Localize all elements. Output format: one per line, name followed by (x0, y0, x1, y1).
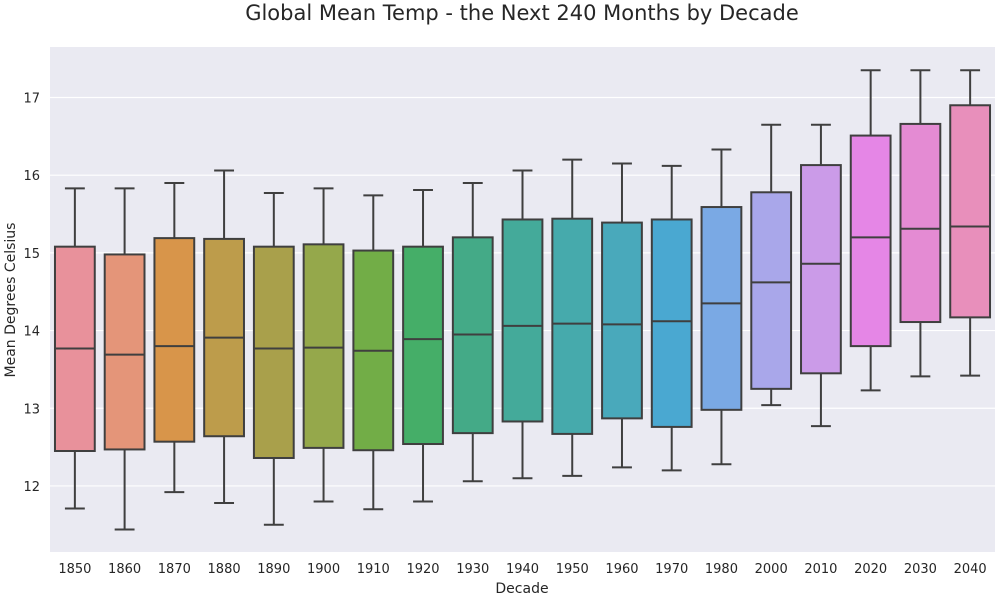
box-1900 (302, 187, 345, 503)
x-tick-label: 1960 (605, 562, 638, 577)
x-tick-label: 2010 (804, 562, 837, 577)
iqr-box (700, 206, 743, 411)
box-1850 (53, 187, 96, 510)
y-axis-label: Mean Degrees Celsius (3, 223, 19, 378)
x-tick-label: 1880 (208, 562, 241, 577)
x-tick-label: 1870 (158, 562, 191, 577)
y-tick-label: 17 (23, 92, 40, 107)
x-tick-label: 1970 (655, 562, 688, 577)
x-tick-label: 1980 (705, 562, 738, 577)
iqr-box (949, 104, 992, 319)
x-tick-label: 1900 (307, 562, 340, 577)
box-2040 (949, 69, 992, 377)
iqr-box (601, 221, 643, 420)
x-tick-label: 2020 (854, 562, 887, 577)
x-tick-label: 1930 (456, 562, 489, 577)
x-tick-label: 2000 (755, 562, 788, 577)
iqr-box (501, 218, 544, 423)
x-tick-label: 1920 (406, 562, 439, 577)
y-tick-label: 14 (23, 325, 40, 340)
box-1860 (103, 187, 146, 531)
x-axis-label: Decade (495, 581, 548, 597)
iqr-box (800, 164, 842, 375)
x-tick-label: 1940 (506, 562, 539, 577)
box-1980 (700, 148, 743, 466)
iqr-box (650, 218, 693, 428)
box-1960 (601, 162, 643, 469)
y-tick-label: 13 (23, 402, 40, 417)
iqr-box (252, 245, 295, 459)
box-1940 (501, 169, 544, 480)
iqr-box (750, 191, 793, 390)
box-2000 (750, 123, 793, 407)
x-tick-label: 1910 (357, 562, 390, 577)
iqr-box (103, 253, 146, 451)
boxes (53, 69, 992, 531)
y-tick-label: 15 (23, 247, 40, 262)
box-1890 (252, 192, 295, 526)
iqr-box (849, 134, 892, 348)
x-tick-label: 1890 (257, 562, 290, 577)
x-tick-label: 1950 (556, 562, 589, 577)
x-axis-ticks: 1850 1860 1870 1880 1890 1900 1910 1920 1930 1940… (58, 562, 986, 577)
box-2020 (849, 69, 892, 392)
y-axis-ticks: 12 13 14 15 16 17 (23, 92, 40, 495)
box-1930 (451, 181, 494, 483)
box-1920 (402, 188, 444, 503)
iqr-box (402, 245, 444, 446)
x-tick-label: 2030 (904, 562, 937, 577)
box-1950 (551, 158, 594, 477)
y-tick-label: 12 (23, 480, 40, 495)
box-1910 (352, 194, 395, 511)
x-tick-label: 1850 (58, 562, 91, 577)
box-1880 (203, 169, 245, 505)
iqr-box (153, 237, 196, 443)
box-2010 (800, 123, 842, 428)
box-2030 (899, 69, 942, 378)
iqr-box (551, 217, 594, 435)
y-tick-label: 16 (23, 169, 40, 184)
box-1870 (153, 181, 196, 494)
x-tick-label: 2040 (954, 562, 987, 577)
iqr-box (302, 243, 345, 449)
iqr-box (899, 122, 942, 324)
chart-title: Global Mean Temp - the Next 240 Months b… (245, 1, 799, 25)
x-tick-label: 1860 (108, 562, 141, 577)
box-1970 (650, 164, 693, 472)
